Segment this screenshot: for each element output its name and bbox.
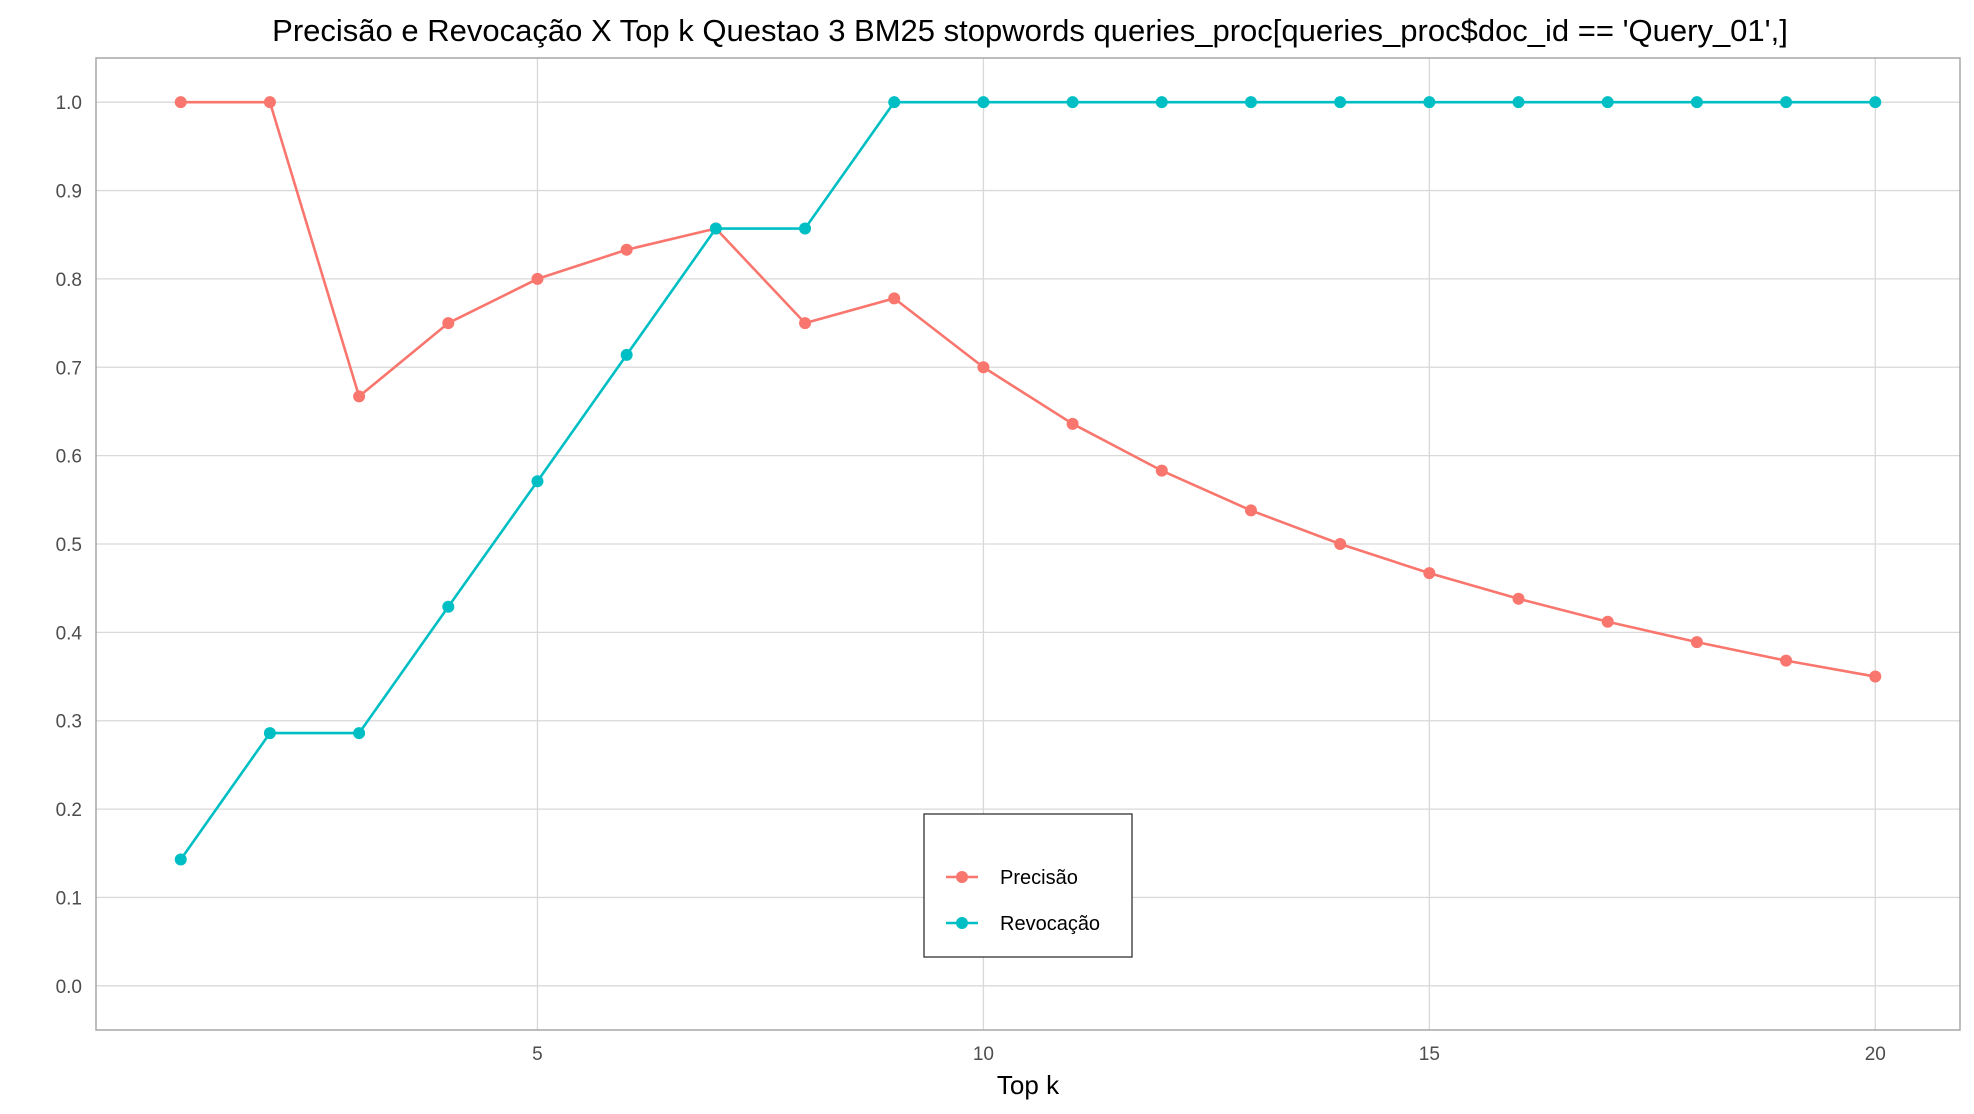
data-point-revocacao <box>1423 96 1436 109</box>
y-tick-label: 0.1 <box>56 888 82 909</box>
data-point-precisao <box>977 361 990 374</box>
data-point-precisao <box>1601 615 1614 628</box>
legend: Precisão Revocação <box>923 813 1133 958</box>
data-point-precisao <box>1690 636 1703 649</box>
y-tick-label: 0.4 <box>56 623 83 644</box>
data-point-revocacao <box>1690 96 1703 109</box>
data-point-precisao <box>1066 417 1079 430</box>
data-point-revocacao <box>531 475 544 488</box>
axis-ticks: 0.0 0.1 0.2 0.3 0.4 0.5 0.6 0.7 0.8 0.9 1.0 5 10 15 20 <box>56 93 1886 1065</box>
legend-label: Precisão <box>1000 867 1078 889</box>
legend-key-marker <box>956 871 968 883</box>
y-tick-label: 0.7 <box>56 358 82 379</box>
series-line-precisao <box>180 100 1876 678</box>
y-tick-label: 0.2 <box>56 800 82 821</box>
chart-title: Precisão e Revocação X Top k Questao 3 B… <box>272 13 1788 48</box>
data-point-precisao <box>1780 654 1793 667</box>
y-tick-label: 0.9 <box>56 182 82 203</box>
data-point-precisao <box>1869 670 1882 683</box>
data-point-revocacao <box>977 96 990 109</box>
legend-key-marker <box>956 917 968 929</box>
data-point-precisao <box>799 317 812 330</box>
data-point-revocacao <box>709 222 722 235</box>
data-point-revocacao <box>1066 96 1079 109</box>
series-precisao <box>174 96 1882 683</box>
data-point-precisao <box>1334 538 1347 550</box>
y-tick-label: 0.0 <box>56 977 82 998</box>
x-axis-label: Top k <box>997 1070 1060 1100</box>
data-point-revocacao <box>1244 96 1257 109</box>
series-layer <box>174 96 1882 866</box>
x-tick-label: 10 <box>973 1044 994 1065</box>
data-point-precisao <box>1512 592 1525 605</box>
y-tick-label: 1.0 <box>56 93 82 114</box>
data-point-revocacao <box>1780 96 1793 109</box>
data-point-precisao <box>1155 464 1168 477</box>
data-point-revocacao <box>1155 96 1168 109</box>
data-point-precisao <box>1244 504 1257 517</box>
data-point-revocacao <box>263 727 276 740</box>
legend-items: Precisão Revocação <box>946 867 1100 935</box>
gridlines <box>96 58 1960 1030</box>
data-point-precisao <box>174 96 187 109</box>
data-point-precisao <box>531 272 544 285</box>
plot-panel-border <box>95 57 1961 1031</box>
data-point-precisao <box>620 243 633 256</box>
data-point-precisao <box>888 292 901 305</box>
y-tick-label: 0.8 <box>56 270 82 291</box>
y-tick-label: 0.6 <box>56 447 82 468</box>
x-tick-label: 15 <box>1419 1044 1440 1065</box>
series-revocacao <box>174 96 1882 866</box>
legend-item-revocacao: Revocação <box>946 913 1100 935</box>
data-point-revocacao <box>888 96 901 109</box>
legend-label: Revocação <box>1000 913 1100 935</box>
y-tick-label: 0.5 <box>56 535 82 556</box>
data-point-precisao <box>353 390 366 403</box>
data-point-revocacao <box>1869 96 1882 109</box>
series-line-revocacao <box>179 100 1876 861</box>
data-point-precisao <box>442 317 455 330</box>
x-tick-label: 20 <box>1865 1044 1886 1065</box>
data-point-revocacao <box>1334 96 1347 109</box>
legend-box <box>923 813 1133 958</box>
x-tick-label: 5 <box>532 1044 543 1065</box>
data-point-revocacao <box>799 222 812 235</box>
data-point-revocacao <box>442 600 455 613</box>
data-point-revocacao <box>1601 96 1614 109</box>
data-point-revocacao <box>174 853 187 866</box>
data-point-revocacao <box>1512 96 1525 109</box>
data-point-revocacao <box>353 727 366 740</box>
legend-item-precisao: Precisão <box>946 867 1078 889</box>
data-point-precisao <box>263 96 276 109</box>
data-point-revocacao <box>620 348 633 361</box>
y-tick-label: 0.3 <box>56 712 82 733</box>
data-point-precisao <box>1423 567 1436 580</box>
